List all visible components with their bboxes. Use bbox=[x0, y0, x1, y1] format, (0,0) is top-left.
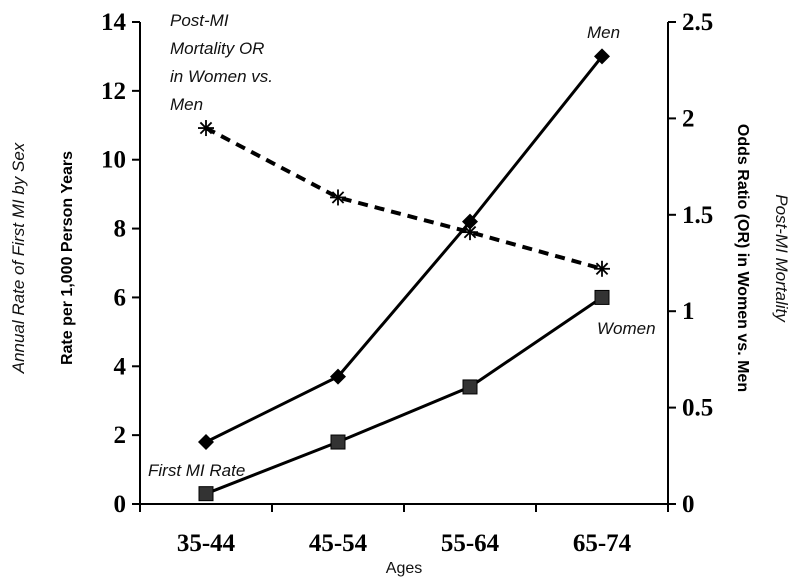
men-point bbox=[330, 368, 346, 385]
right-tick-label: 2.5 bbox=[682, 9, 713, 36]
right-tick-label: 1.5 bbox=[682, 202, 713, 229]
or-point bbox=[594, 260, 610, 277]
left-y-axis-outer-label: Annual Rate of First MI by Sex bbox=[9, 142, 28, 374]
left-tick-label: 12 bbox=[101, 78, 126, 105]
right-tick-label: 0.5 bbox=[682, 395, 713, 422]
x-tick-label: 65-74 bbox=[573, 530, 632, 557]
right-tick-label: 2 bbox=[682, 105, 695, 132]
series-line-men bbox=[205, 55, 604, 444]
annotation-men: Men bbox=[587, 23, 620, 42]
right-y-axis-outer-label: Post-MI Mortality bbox=[772, 194, 788, 323]
men-point bbox=[198, 434, 214, 451]
left-ticks: 0 2 4 6 8 10 12 14 bbox=[101, 9, 140, 518]
annotation-women: Women bbox=[597, 319, 656, 338]
x-axis-label: Ages bbox=[386, 560, 422, 577]
series-line-women bbox=[205, 296, 603, 496]
women-point bbox=[198, 486, 214, 502]
right-y-axis-label: Odds Ratio (OR) in Women vs. Men bbox=[734, 124, 751, 392]
left-tick-label: 2 bbox=[114, 422, 127, 449]
right-tick-label: 1 bbox=[682, 298, 695, 325]
annotation-or-line-2: Mortality OR bbox=[170, 39, 264, 58]
left-tick-label: 10 bbox=[101, 147, 126, 174]
left-tick-label: 14 bbox=[101, 9, 127, 36]
men-point bbox=[594, 48, 610, 65]
left-y-axis-label: Rate per 1,000 Person Years bbox=[59, 151, 76, 365]
annotation-or-line-1: Post-MI bbox=[170, 11, 229, 30]
annotation-or-line-4: Men bbox=[170, 95, 203, 114]
or-point bbox=[198, 120, 214, 137]
annotation-or-line-3: in Women vs. bbox=[170, 67, 273, 86]
right-tick-label: 0 bbox=[682, 491, 695, 518]
series-line-postmi bbox=[205, 126, 603, 271]
women-point bbox=[594, 289, 610, 305]
men-point bbox=[462, 213, 478, 230]
x-tick-label: 55-64 bbox=[441, 530, 500, 557]
series-layer bbox=[198, 48, 610, 502]
or-point bbox=[330, 189, 346, 206]
x-tick-label: 35-44 bbox=[177, 530, 236, 557]
women-point bbox=[462, 379, 478, 395]
right-ticks: 0 0.5 1 1.5 2 2.5 bbox=[668, 9, 713, 518]
x-ticks: 35-44 45-54 55-64 65-74 bbox=[139, 504, 669, 557]
annotation-first-mi: First MI Rate bbox=[148, 461, 245, 480]
left-tick-label: 0 bbox=[114, 491, 127, 518]
left-tick-label: 6 bbox=[114, 284, 127, 311]
women-point bbox=[330, 434, 346, 450]
left-tick-label: 4 bbox=[114, 353, 127, 380]
x-tick-label: 45-54 bbox=[309, 530, 368, 557]
or-point bbox=[462, 224, 478, 241]
left-tick-label: 8 bbox=[114, 216, 127, 243]
